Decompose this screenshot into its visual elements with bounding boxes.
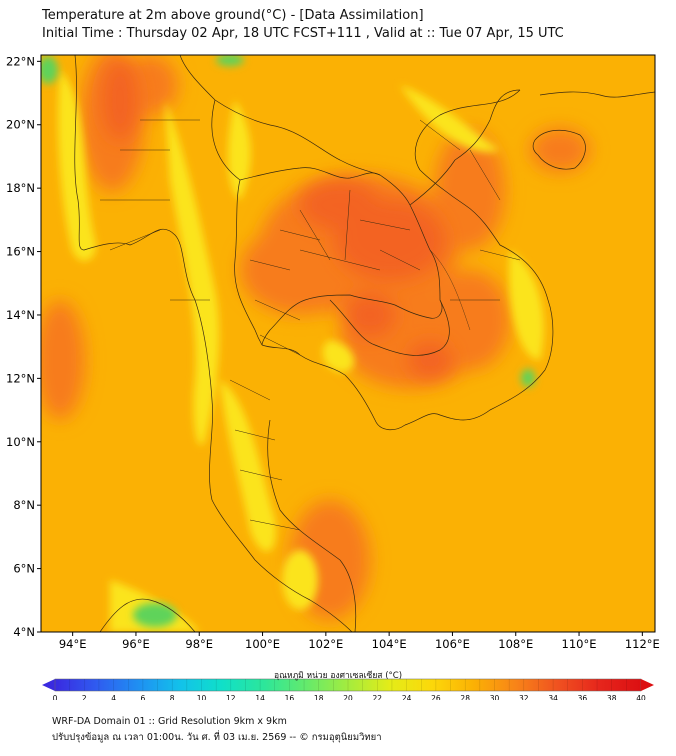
peninsula-east-coast [267, 419, 357, 632]
footer-update-info: ปรับปรุงข้อมูล ณ เวลา 01:00น. วัน ศ. ที่… [52, 732, 382, 743]
hot-core-east [345, 293, 395, 337]
colorbar-tick-label: 32 [519, 694, 529, 700]
hot-core-cambodia [408, 342, 452, 378]
cool-band-myanmar-coast [165, 100, 220, 446]
colorbar-tick-label: 10 [197, 694, 207, 700]
south-china-coast [539, 91, 655, 98]
latitude-axis: 4°N 6°N 8°N 10°N 12°N 14°N 16°N 18°N 20°N 22°N [6, 54, 41, 639]
lon-tick-label: 108°E [498, 637, 533, 651]
country-borders [74, 55, 655, 632]
colorbar-tick-label: 28 [460, 694, 470, 700]
lat-tick-label: 12°N [6, 371, 35, 385]
warm-region-west-sea [41, 300, 85, 420]
colorbar-title: อุณหภูมิ หน่วย องศาเซลเซียส (°C) [273, 671, 403, 681]
cool-spot-northwest [41, 56, 58, 84]
colorbar-tick-label: 24 [402, 694, 412, 700]
indochina-coastline [404, 89, 554, 426]
colorbar: 0 2 4 6 8 10 12 14 16 18 20 22 24 26 28 30 32 34 36 38 40 [42, 678, 654, 700]
warm-region-hainan [530, 128, 590, 172]
colorbar-tick-label: 12 [226, 694, 236, 700]
cool-band-vietnam-coast [509, 250, 544, 360]
laos-north-border [214, 99, 381, 176]
lon-tick-label: 100°E [245, 637, 280, 651]
colorbar-tick-label: 34 [548, 694, 558, 700]
lat-tick-label: 18°N [6, 181, 35, 195]
lon-tick-label: 94°E [59, 637, 87, 651]
map-frame [40, 54, 656, 633]
lon-tick-label: 96°E [122, 637, 150, 651]
lat-tick-label: 16°N [6, 245, 35, 259]
hot-core-myanmar [102, 60, 138, 140]
colorbar-tick-label: 36 [578, 694, 588, 700]
peninsula-west-coast [211, 499, 353, 632]
temperature-map: 4°N 6°N 8°N 10°N 12°N 14°N 16°N 18°N 20°N 22°N 94… [6, 54, 660, 700]
lon-tick-label: 110°E [562, 637, 597, 651]
gulf-coastline [261, 344, 406, 431]
warm-region-central [240, 225, 360, 315]
colorbar-tick-label: 30 [490, 694, 500, 700]
province-borders [100, 119, 521, 531]
cool-spot-vietnam [521, 369, 535, 387]
lat-tick-label: 4°N [13, 625, 35, 639]
cool-band-peninsula [220, 380, 276, 552]
mekong-river [429, 249, 471, 331]
lat-tick-label: 20°N [6, 118, 35, 132]
longitude-axis: 94°E 96°E 98°E 100°E 102°E 104°E 106°E 108°E 110… [59, 632, 660, 651]
colorbar-right-arrow [641, 679, 654, 691]
warm-region-laos [435, 130, 505, 250]
china-border [179, 55, 216, 101]
colorbar-tick-label: 0 [53, 694, 58, 700]
sumatra-coast [99, 598, 196, 632]
colorbar-tick-label: 2 [82, 694, 87, 700]
colorbar-tick-label: 20 [343, 694, 353, 700]
colorbar-tick-label: 8 [170, 694, 175, 700]
colorbar-tick-label: 38 [607, 694, 617, 700]
hainan-island [532, 129, 586, 170]
myanmar-laos-border [211, 99, 241, 181]
warm-region-vietnam [430, 270, 510, 370]
hot-core-north-thailand [300, 180, 380, 230]
colorbar-tick-label: 26 [431, 694, 441, 700]
colorbar-ticks: 0 2 4 6 8 10 12 14 16 18 20 22 24 26 28 30 32 34 36 38 40 [53, 679, 646, 700]
colorbar-tick-label: 14 [255, 694, 265, 700]
lat-tick-label: 14°N [6, 308, 35, 322]
lon-tick-label: 104°E [372, 637, 407, 651]
lat-tick-label: 22°N [6, 54, 35, 68]
map-subtitle: Initial Time : Thursday 02 Apr, 18 UTC F… [42, 26, 564, 41]
lon-tick-label: 98°E [185, 637, 213, 651]
lat-tick-label: 6°N [13, 562, 35, 576]
colorbar-tick-label: 40 [636, 694, 646, 700]
cool-spot-peninsula [282, 550, 318, 610]
footer-model-info: WRF-DA Domain 01 :: Grid Resolution 9km … [52, 716, 287, 727]
colorbar-tick-label: 4 [111, 694, 116, 700]
cool-band-gulf [322, 340, 354, 373]
myanmar-coastline [74, 55, 213, 501]
lat-tick-label: 10°N [6, 435, 35, 449]
thailand-myanmar-border [234, 179, 263, 346]
colorbar-tick-label: 18 [314, 694, 324, 700]
cool-spot-north [216, 55, 244, 66]
vietnam-laos-border [409, 89, 521, 206]
temperature-field [41, 55, 655, 632]
lon-tick-label: 106°E [435, 637, 470, 651]
cool-band-laos [400, 85, 500, 152]
cambodia-border [329, 299, 450, 356]
colorbar-left-arrow [42, 679, 55, 691]
lon-tick-label: 112°E [625, 637, 660, 651]
map-title: Temperature at 2m above ground(°C) - [Da… [42, 8, 424, 23]
colorbar-tick-label: 6 [141, 694, 146, 700]
cool-band-west [58, 70, 96, 261]
lon-tick-label: 102°E [308, 637, 343, 651]
lat-tick-label: 8°N [13, 498, 35, 512]
colorbar-tick-label: 22 [373, 694, 383, 700]
colorbar-tick-label: 16 [285, 694, 295, 700]
cool-spot-sumatra [133, 603, 177, 627]
